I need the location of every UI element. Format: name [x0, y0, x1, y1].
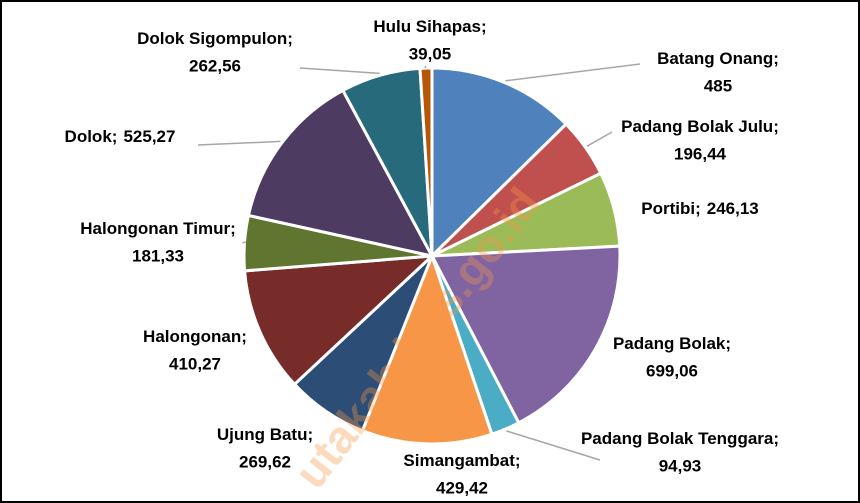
data-label: Padang Bolak Julu;	[621, 117, 779, 136]
leader-line	[299, 67, 380, 75]
category-name: Batang Onang	[657, 49, 773, 68]
category-name: Halongonan	[143, 327, 241, 346]
pie-slice	[242, 254, 437, 387]
data-label: Halongonan;	[143, 327, 247, 346]
label-separator: ;	[287, 29, 293, 48]
label-separator: ;	[230, 219, 236, 238]
value-label: 699,06	[646, 361, 698, 380]
pie-slice	[430, 66, 569, 260]
category-name: Dolok	[65, 127, 113, 146]
label-separator: ;	[112, 127, 118, 146]
pie-slice	[360, 251, 494, 446]
value-label: 429,42	[436, 478, 488, 497]
category-name: Dolok Sigompulon	[137, 29, 287, 48]
value-label: 246,13	[707, 199, 759, 218]
value-label: 269,62	[239, 452, 291, 471]
leader-line	[506, 430, 601, 461]
value-label: 94,93	[659, 456, 702, 475]
data-label: Dolok; 525,27	[65, 127, 176, 146]
data-label: Batang Onang;	[657, 49, 779, 68]
pie-slice	[429, 244, 622, 425]
label-separator: ;	[773, 429, 779, 448]
category-name: Ujung Batu	[217, 425, 308, 444]
data-label: Dolok Sigompulon;	[137, 29, 293, 48]
data-label: Portibi; 246,13	[641, 199, 759, 218]
label-separator: ;	[241, 327, 247, 346]
pie-slice	[246, 88, 435, 259]
data-label: Padang Bolak;	[613, 334, 731, 353]
label-separator: ;	[481, 17, 487, 36]
data-label: Hulu Sihapas;	[373, 17, 486, 36]
data-label: Simangambat;	[403, 451, 520, 470]
value-label: 39,05	[409, 44, 452, 63]
leader-line	[505, 63, 641, 82]
data-label: Ujung Batu;	[217, 425, 313, 444]
category-name: Hulu Sihapas	[373, 17, 481, 36]
leader-line	[197, 140, 281, 146]
value-label: 525,27	[123, 127, 175, 146]
label-separator: ;	[515, 451, 521, 470]
leader-line	[242, 241, 247, 244]
value-label: 262,56	[189, 56, 241, 75]
label-separator: ;	[773, 117, 779, 136]
label-separator: ;	[725, 334, 731, 353]
category-name: Simangambat	[403, 451, 515, 470]
pie-slice	[418, 66, 434, 257]
value-label: 485	[704, 76, 732, 95]
data-label: Halongonan Timur;	[80, 219, 236, 238]
leader-line	[424, 65, 427, 69]
data-label: Padang Bolak Tenggara;	[581, 429, 779, 448]
label-separator: ;	[307, 425, 313, 444]
value-label: 196,44	[674, 144, 727, 163]
category-name: Padang Bolak Tenggara	[581, 429, 774, 448]
label-separator: ;	[695, 199, 701, 218]
category-name: Padang Bolak	[613, 334, 726, 353]
value-label: 181,33	[132, 246, 184, 265]
category-name: Halongonan Timur	[80, 219, 230, 238]
label-separator: ;	[773, 49, 779, 68]
leader-line	[586, 131, 613, 147]
category-name: Portibi	[641, 199, 695, 218]
category-name: Padang Bolak Julu	[621, 117, 773, 136]
value-label: 410,27	[169, 354, 221, 373]
